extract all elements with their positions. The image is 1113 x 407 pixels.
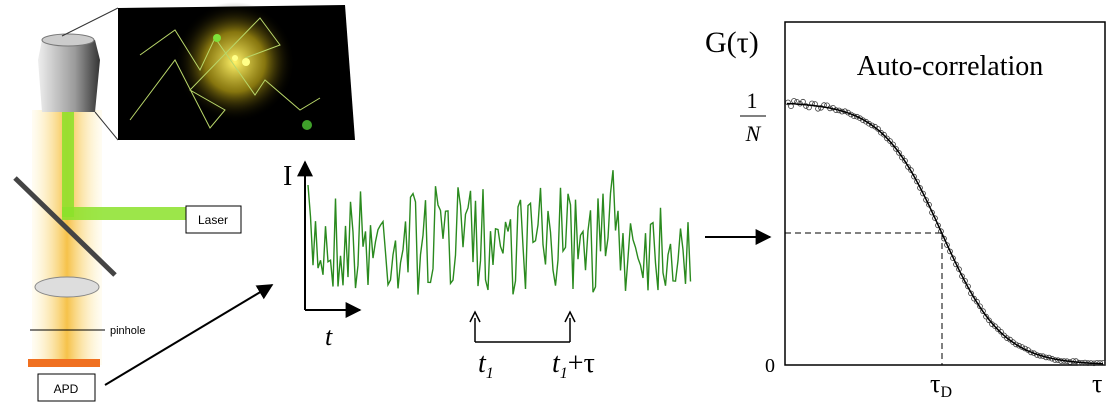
arrow: [104, 284, 274, 386]
x-axis-label: t: [325, 322, 333, 351]
data-point: [1013, 341, 1019, 348]
detector-box: [37, 373, 96, 402]
data-point: [854, 113, 860, 120]
data-point: [875, 126, 881, 132]
lens: [34, 276, 100, 298]
dichroic-mirror: [13, 176, 117, 277]
lag-arrowheads: [469, 310, 576, 323]
data-point: [977, 303, 983, 310]
laser-label: Laser: [198, 213, 228, 227]
top-numerator: 1: [747, 88, 758, 113]
data-point: [980, 308, 986, 314]
data-point: [1016, 342, 1022, 349]
data-point: [911, 173, 917, 180]
data-point: [914, 178, 920, 185]
data-point: [1004, 335, 1010, 341]
focal-volume: [175, 2, 295, 122]
data-point: [890, 141, 896, 148]
top-denominator: N: [745, 121, 762, 146]
data-point: [902, 158, 908, 164]
plot-frame: [784, 21, 1106, 366]
objective: [38, 40, 100, 112]
laser-beam-h: [62, 207, 187, 220]
objective-top: [41, 33, 95, 47]
data-point: [791, 98, 797, 104]
data-point: [923, 197, 929, 203]
pinhole-label: pinhole: [110, 325, 145, 337]
data-point: [920, 190, 926, 197]
zero-label: 0: [765, 355, 775, 377]
data-point: [998, 328, 1004, 335]
fit-curve: [786, 102, 1104, 365]
data-point: [803, 103, 809, 109]
molecule: [242, 58, 250, 66]
zoom-line: [94, 111, 119, 141]
data-point: [947, 248, 953, 255]
data-point: [896, 150, 902, 156]
data-point: [944, 242, 950, 248]
detector-label: APD: [54, 382, 79, 396]
data-point: [1031, 350, 1037, 357]
data-point: [905, 164, 911, 170]
t1-label: t1: [478, 348, 494, 382]
data-point: [983, 313, 989, 320]
data-point: [869, 122, 875, 129]
data-point: [881, 131, 887, 138]
molecule: [302, 120, 312, 130]
data-point: [938, 228, 944, 235]
data-point: [917, 185, 923, 191]
diffusion-path: [129, 17, 281, 129]
data-point: [932, 215, 938, 222]
data-point: [974, 298, 980, 305]
y-axis-label: I: [283, 161, 292, 192]
intensity-trace: [307, 170, 692, 295]
detector-face: [28, 359, 100, 367]
data-point: [899, 154, 905, 161]
data-point: [1100, 360, 1106, 366]
molecule: [232, 55, 238, 61]
data-point: [887, 138, 893, 144]
data-point: [971, 295, 977, 302]
data-point: [956, 266, 962, 273]
laser-box: [185, 205, 242, 234]
y-axis-label: G(τ): [705, 26, 759, 59]
laser-beam: [62, 112, 74, 217]
x-axis-label: τ: [1092, 369, 1102, 398]
data-point: [965, 283, 971, 290]
lag-bracket: [474, 318, 571, 343]
data-point: [785, 99, 791, 106]
data-point: [959, 273, 965, 280]
diffusion-path: [139, 29, 321, 111]
data-point: [986, 317, 992, 324]
tau-d-label: τD: [930, 369, 952, 401]
data-point: [866, 120, 872, 127]
plot-title: Auto-correlation: [857, 51, 1044, 82]
data-points: [785, 98, 1106, 367]
zoom-line: [61, 7, 119, 37]
data-point: [992, 323, 998, 330]
t1-tau-label: t1+τ: [552, 348, 595, 382]
data-point: [962, 278, 968, 284]
data-point: [893, 146, 899, 152]
molecule: [213, 34, 221, 42]
